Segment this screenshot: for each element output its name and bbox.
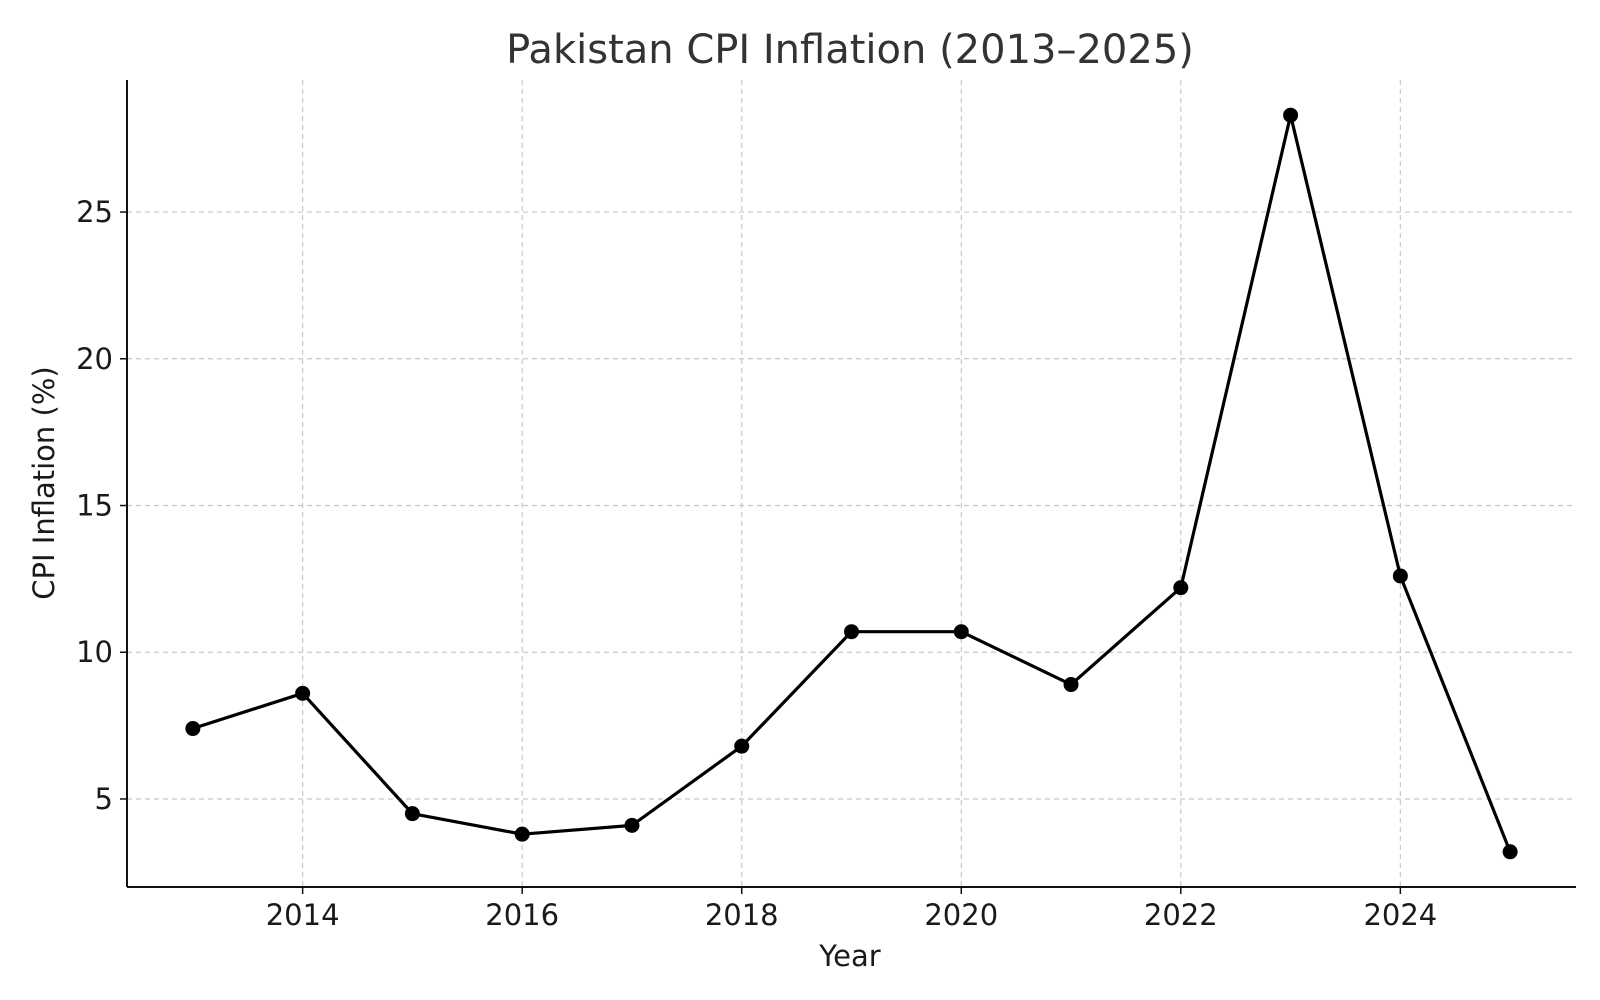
x-tick-label: 2022 bbox=[1144, 898, 1218, 932]
y-tick-label: 25 bbox=[76, 195, 113, 229]
y-tick-label: 10 bbox=[76, 635, 113, 669]
tick-layer: 2014 2016 2018 2020 2022 2024 5 10 15 20 25 bbox=[76, 195, 1437, 932]
data-point bbox=[295, 685, 311, 701]
series-layer bbox=[185, 107, 1518, 860]
x-axis-label: Year bbox=[818, 939, 880, 973]
x-tick-label: 2014 bbox=[266, 898, 340, 932]
data-point bbox=[1283, 107, 1299, 123]
x-tick-label: 2020 bbox=[924, 898, 998, 932]
data-point bbox=[734, 738, 750, 754]
x-tick-label: 2024 bbox=[1363, 898, 1437, 932]
data-point bbox=[514, 826, 530, 842]
y-tick-label: 20 bbox=[76, 342, 113, 376]
x-tick-label: 2016 bbox=[485, 898, 559, 932]
data-point bbox=[1502, 844, 1518, 860]
axes-layer bbox=[126, 80, 1576, 888]
data-point bbox=[953, 624, 969, 640]
data-point bbox=[624, 817, 640, 833]
chart-title: Pakistan CPI Inflation (2013–2025) bbox=[506, 27, 1194, 73]
x-tick-label: 2018 bbox=[705, 898, 779, 932]
series-line bbox=[192, 113, 1512, 853]
grid-layer bbox=[127, 80, 1576, 887]
data-point bbox=[844, 624, 859, 640]
data-point bbox=[404, 806, 420, 822]
y-tick-label: 5 bbox=[95, 782, 113, 816]
data-point bbox=[1392, 568, 1408, 584]
data-point bbox=[185, 721, 201, 737]
data-point bbox=[1063, 677, 1079, 693]
y-axis-label: CPI Inflation (%) bbox=[27, 366, 61, 599]
y-tick-label: 15 bbox=[76, 489, 113, 523]
data-point bbox=[1173, 580, 1189, 596]
